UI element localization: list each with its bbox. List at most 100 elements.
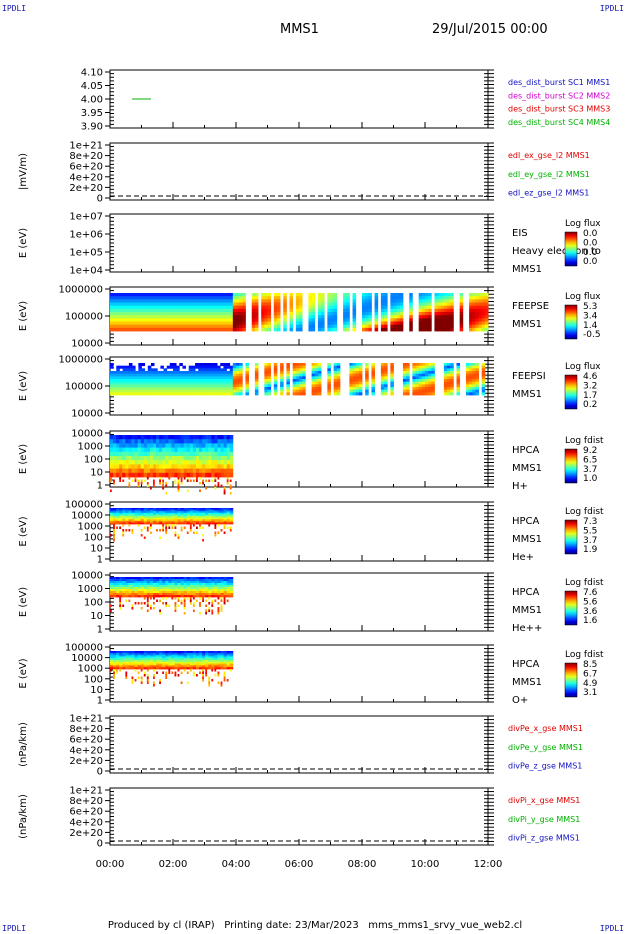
heatmap-cell [166,296,171,300]
heatmap-cell [137,516,142,518]
heatmap-cell [409,308,413,313]
heatmap-cell [189,669,192,672]
heatmap-cell [226,593,231,596]
heatmap-cell [202,651,206,654]
heatmap-cell [214,674,217,677]
heatmap-cell [208,684,211,687]
heatmap-cell [177,472,182,478]
heatmap-cell [138,312,142,316]
heatmap-cell [177,460,182,465]
heatmap-cell [409,321,413,326]
heatmap-cell [481,381,486,385]
heatmap-cell [113,384,117,388]
heatmap-cell [343,327,347,332]
heatmap-cell [140,451,145,457]
heatmap-cell [299,379,303,383]
heatmap-cell [165,492,168,495]
heatmap-cell [217,656,221,659]
heatmap-cell [198,299,202,303]
heatmap-cell [208,663,212,666]
heatmap-cell [159,514,163,517]
heatmap-cell [113,512,117,515]
heatmap-cell [220,439,225,444]
heatmap-cell [232,327,237,332]
heatmap-cell [138,296,142,300]
heatmap-cell [116,384,120,388]
heatmap-cell [174,519,178,522]
heatmap-cell [440,318,445,322]
heatmap-cell [166,305,171,310]
colorbar-tick-label: 5.6 [583,597,598,607]
heatmap-cell [119,658,123,661]
legend-entry: des_dist_burst SC3 MMS3 [508,105,610,114]
heatmap-cell [299,312,303,316]
heatmap-cell [276,327,281,332]
heatmap-cell [478,321,483,326]
heatmap-cell [254,315,259,319]
heatmap-cell [134,508,139,510]
heatmap-cell [469,321,473,326]
heatmap-cell [211,514,215,517]
heatmap-cell [180,477,183,480]
heatmap-cell [254,392,259,396]
heatmap-cell [280,389,284,393]
heatmap-cell [113,581,117,584]
heatmap-cell [138,363,142,367]
y-tick-label: 100 [84,674,103,685]
heatmap-cell [465,373,470,377]
heatmap-cell [183,583,188,586]
heatmap-cell [208,512,212,515]
heatmap-cell [189,597,192,600]
heatmap-cell [174,520,178,523]
heatmap-cell [245,368,249,372]
heatmap-cell [140,593,145,596]
heatmap-cell [425,371,429,375]
heatmap-cell [220,324,224,329]
heatmap-cell [380,365,385,369]
heatmap-cell [159,679,161,682]
heatmap-cell [140,468,145,474]
heatmap-cell [261,299,265,303]
heatmap-cell [113,676,115,679]
heatmap-cell [188,312,193,316]
heatmap-cell [336,365,341,369]
heatmap-cell [365,308,369,313]
heatmap-cell [140,579,145,582]
heatmap-cell [116,443,120,448]
heatmap-cell [226,376,231,380]
heatmap-cell [330,327,335,332]
heatmap-cell [174,660,178,663]
heatmap-cell [113,460,117,465]
heatmap-cell [443,321,448,326]
heatmap-cell [125,529,128,532]
heatmap-cell [229,656,234,659]
y-tick-label: 100000 [65,500,103,511]
heatmap-cell [138,324,142,329]
heatmap-cell [165,439,169,444]
heatmap-cell [140,681,143,684]
heatmap-cell [140,435,145,440]
heatmap-cell [116,519,120,522]
heatmap-cell [131,520,135,523]
heatmap-cell [472,299,476,303]
heatmap-cell [428,379,432,383]
heatmap-cell [177,674,180,677]
heatmap-cell [311,318,316,322]
heatmap-cell [165,661,169,664]
heatmap-cell [229,479,232,482]
heatmap-cell [205,508,209,510]
heatmap-cell [264,384,268,388]
heatmap-cell [150,305,155,310]
heatmap-cell [292,392,297,396]
heatmap-cell [195,435,200,440]
heatmap-cell [173,305,177,310]
heatmap-cell [137,511,142,514]
heatmap-cell [125,595,129,598]
heatmap-cell [283,318,287,322]
heatmap-cell [465,371,470,375]
heatmap-cell [481,305,486,310]
heatmap-cell [223,526,226,529]
heatmap-cell [168,583,172,586]
heatmap-cell [171,654,175,657]
heatmap-cell [119,389,123,393]
